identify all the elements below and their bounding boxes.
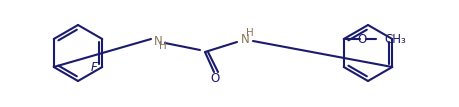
Text: F: F xyxy=(90,60,97,74)
Text: N: N xyxy=(240,33,249,45)
Text: H: H xyxy=(159,41,167,51)
Text: O: O xyxy=(356,33,365,45)
Text: O: O xyxy=(210,73,219,85)
Text: N: N xyxy=(153,34,162,48)
Text: CH₃: CH₃ xyxy=(384,33,406,45)
Text: H: H xyxy=(246,28,253,38)
